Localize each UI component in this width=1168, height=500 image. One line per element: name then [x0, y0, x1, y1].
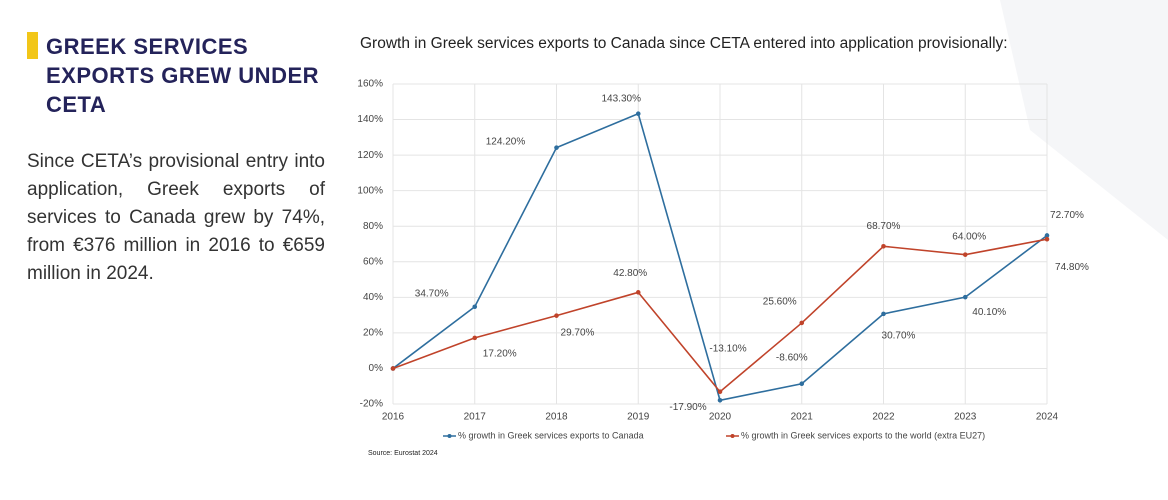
data-label: 40.10%	[972, 307, 1006, 318]
data-point	[1044, 236, 1050, 242]
data-label: 34.70%	[415, 288, 449, 299]
x-tick-label: 2016	[382, 412, 405, 423]
data-label: -13.10%	[709, 343, 746, 354]
y-tick-label: 60%	[363, 256, 383, 267]
data-point	[881, 311, 886, 317]
y-tick-label: 140%	[357, 114, 383, 125]
data-point	[962, 252, 968, 257]
data-point	[472, 335, 478, 341]
data-point	[717, 389, 723, 395]
y-tick-label: 40%	[363, 292, 383, 303]
header: GREEK SERVICES EXPORTS GREW UNDER CETA	[27, 32, 327, 119]
data-label: 143.30%	[602, 93, 642, 104]
y-tick-label: 100%	[357, 185, 383, 196]
data-point	[881, 244, 886, 249]
y-tick-label: 0%	[369, 363, 384, 374]
data-label: 64.00%	[952, 231, 986, 242]
data-point	[717, 397, 723, 403]
source: Source: Eurostat 2024	[368, 450, 438, 457]
chart-title: Growth in Greek services exports to Cana…	[360, 35, 1008, 52]
data-point	[635, 111, 641, 116]
headline: GREEK SERVICES EXPORTS GREW UNDER CETA	[46, 34, 320, 117]
data-label: 29.70%	[561, 327, 595, 338]
data-label: 25.60%	[763, 297, 797, 308]
data-label: 42.80%	[613, 268, 647, 279]
data-point	[962, 294, 968, 300]
accent-bar	[27, 32, 38, 59]
x-tick-label: 2024	[1036, 412, 1059, 423]
y-tick-label: 80%	[363, 221, 383, 232]
x-tick-label: 2021	[791, 412, 814, 423]
y-tick-label: 120%	[357, 150, 383, 161]
x-tick-label: 2018	[545, 412, 568, 423]
data-point	[1044, 233, 1050, 238]
data-label: 17.20%	[483, 349, 517, 360]
data-point	[635, 290, 641, 295]
data-label: 74.80%	[1055, 262, 1089, 273]
data-label: 72.70%	[1050, 210, 1084, 221]
data-point	[472, 304, 478, 310]
data-point	[554, 313, 559, 318]
y-tick-label: 160%	[357, 79, 383, 90]
data-point	[799, 320, 805, 326]
legend-label: % growth in Greek services exports to th…	[741, 430, 985, 440]
legend-label: % growth in Greek services exports to Ca…	[458, 430, 644, 440]
x-tick-label: 2023	[954, 412, 977, 423]
body-text: Since CETA’s provisional entry into appl…	[27, 151, 325, 284]
background-shape	[1000, 0, 1168, 240]
data-label: 124.20%	[486, 136, 526, 147]
x-tick-label: 2020	[709, 412, 732, 423]
legend-dot	[730, 434, 735, 438]
data-label: 68.70%	[867, 221, 901, 232]
data-label: -8.60%	[776, 352, 808, 363]
x-tick-label: 2017	[464, 412, 487, 423]
data-point	[390, 366, 396, 371]
y-tick-label: 20%	[363, 328, 383, 339]
data-label: 30.70%	[882, 331, 916, 342]
legend-dot	[447, 434, 452, 438]
data-point	[799, 381, 805, 387]
x-tick-label: 2022	[872, 412, 895, 423]
data-label: -17.90%	[669, 402, 706, 413]
y-tick-label: -20%	[360, 399, 383, 410]
x-tick-label: 2019	[627, 412, 650, 423]
data-point	[554, 145, 559, 150]
